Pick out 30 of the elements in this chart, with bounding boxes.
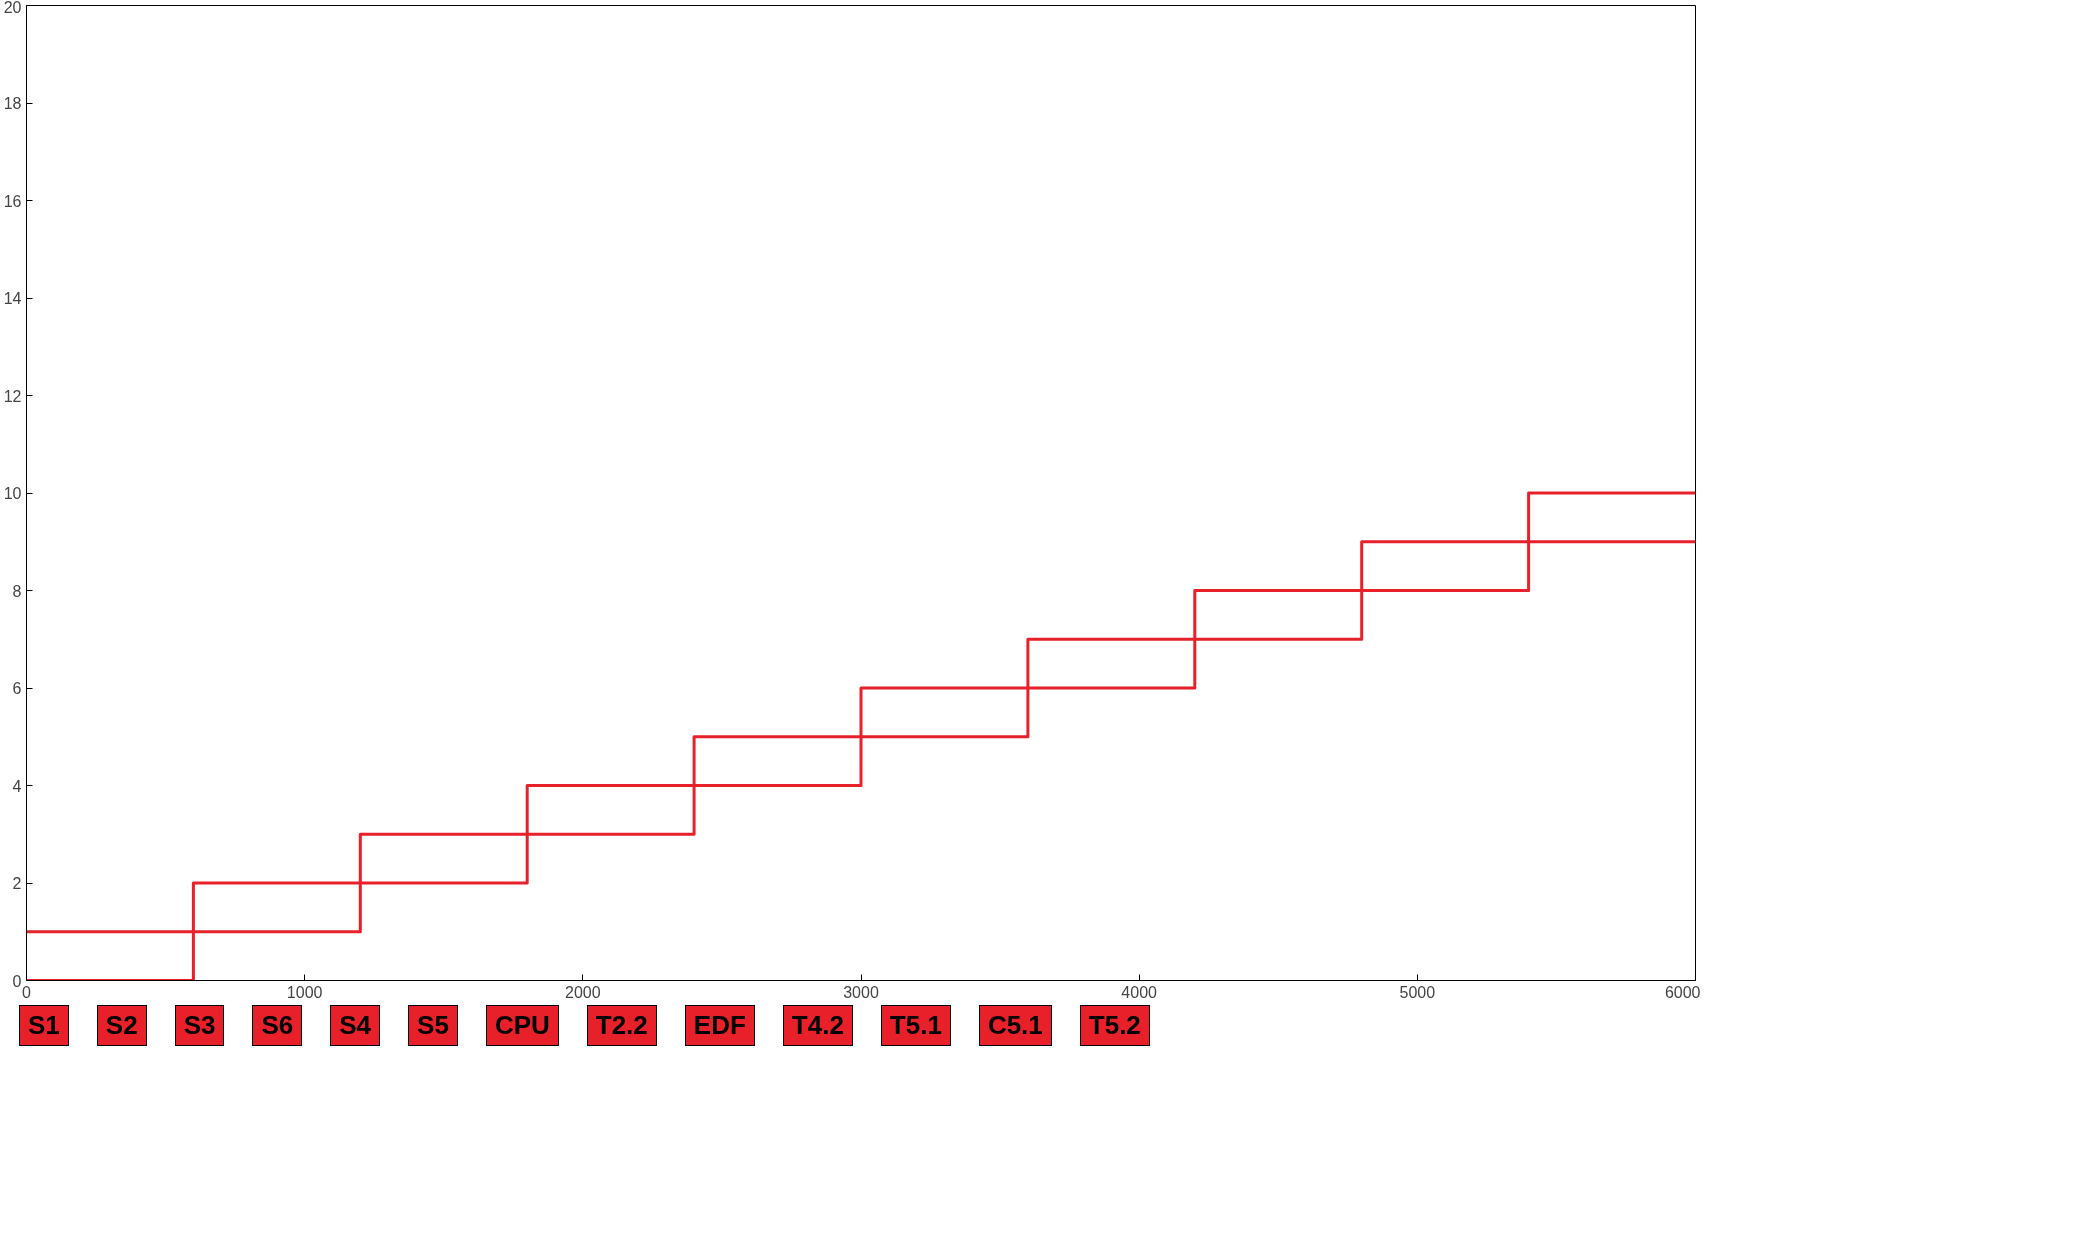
x-tick-label: 4000	[1121, 983, 1158, 1001]
y-tick-label: 0	[12, 972, 22, 990]
text: S2	[96, 1005, 147, 1046]
text: T5.2	[1079, 1005, 1150, 1046]
x-tick-label: 3000	[843, 983, 879, 1001]
y-tick-label: 4	[12, 777, 22, 795]
text: S5	[408, 1005, 458, 1046]
y-tick-label: 18	[3, 95, 22, 112]
text: EDF	[684, 1005, 755, 1046]
y-tick-label: 8	[12, 582, 22, 600]
y-tick-label: 14	[3, 290, 22, 307]
y-tick-label: 12	[3, 387, 22, 405]
x-tick-label: 2000	[565, 983, 601, 1001]
text: T2.2	[586, 1005, 657, 1046]
y-tick-label: 10	[3, 485, 22, 502]
x-tick-label: 1000	[286, 983, 323, 1001]
y-tick-label: 16	[3, 192, 22, 210]
text: CPU	[485, 1005, 559, 1046]
x-tick-label: 6000	[1664, 983, 1701, 1001]
text: C5.1	[978, 1005, 1052, 1046]
y-tick-label: 6	[12, 680, 22, 697]
y-tick-label: 2	[12, 875, 22, 892]
text: T5.1	[880, 1005, 951, 1046]
text: T4.2	[782, 1005, 853, 1046]
x-tick-label: 5000	[1399, 983, 1436, 1001]
y-tick-label: 20	[3, 0, 22, 16]
text: S6	[252, 1005, 303, 1046]
text: S3	[174, 1005, 225, 1046]
text: S4	[330, 1005, 381, 1046]
text: S1	[19, 1005, 69, 1046]
